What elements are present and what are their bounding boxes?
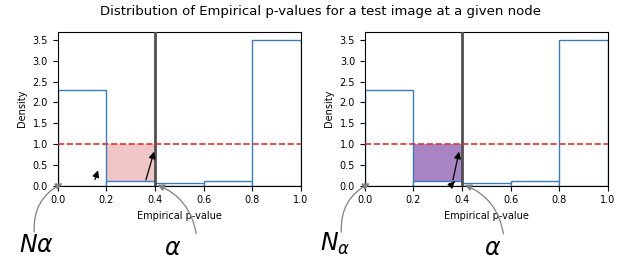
Bar <box>58 90 106 186</box>
Bar <box>252 40 301 186</box>
Bar <box>511 181 559 186</box>
Bar <box>204 181 252 186</box>
Text: Distribution of Empirical p-values for a test image at a given node: Distribution of Empirical p-values for a… <box>99 5 541 18</box>
Bar <box>155 183 204 186</box>
Bar <box>365 144 462 186</box>
Bar <box>462 183 511 186</box>
Text: $N_{\alpha}$: $N_{\alpha}$ <box>320 231 350 257</box>
Bar <box>106 181 155 186</box>
Y-axis label: Density: Density <box>324 90 334 127</box>
Text: $\alpha$: $\alpha$ <box>484 237 501 260</box>
Y-axis label: Density: Density <box>17 90 27 127</box>
Bar <box>413 181 462 186</box>
Text: $N\alpha$: $N\alpha$ <box>19 234 54 257</box>
Bar <box>58 144 155 186</box>
Bar <box>559 40 608 186</box>
Bar <box>365 90 413 186</box>
X-axis label: Empirical p-value: Empirical p-value <box>444 211 529 221</box>
X-axis label: Empirical p-value: Empirical p-value <box>137 211 221 221</box>
Text: $\alpha$: $\alpha$ <box>164 237 181 260</box>
